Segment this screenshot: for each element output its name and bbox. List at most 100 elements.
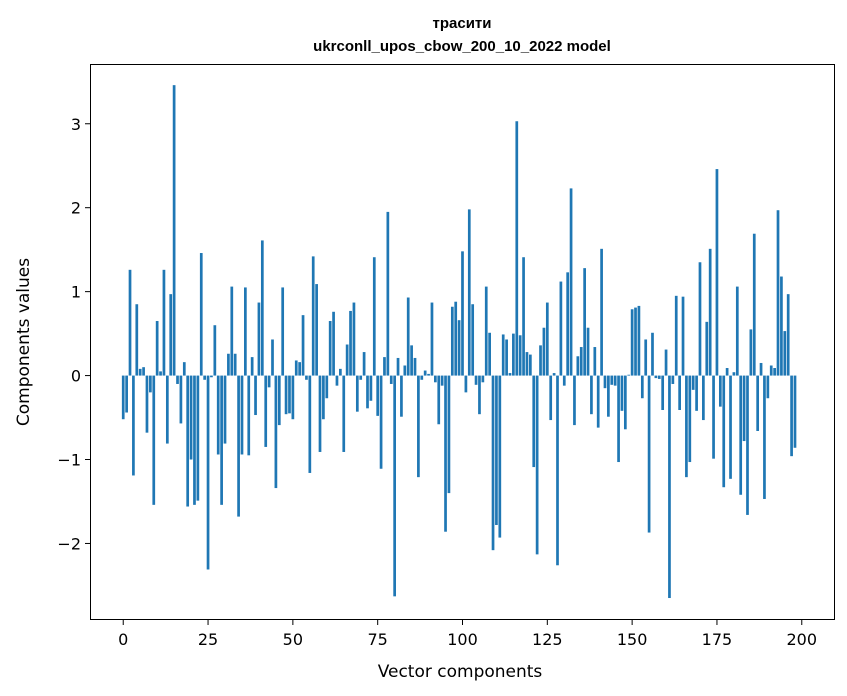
bar-117 <box>518 335 522 376</box>
bar-172 <box>705 321 709 376</box>
bar-112 <box>501 334 505 376</box>
bar-46 <box>277 375 281 426</box>
bar-140 <box>596 375 600 428</box>
bar-180 <box>732 372 736 376</box>
chart-title: трасити <box>433 15 492 32</box>
bar-24 <box>203 375 207 380</box>
bar-138 <box>590 375 593 415</box>
bar-1 <box>125 375 128 413</box>
bar-128 <box>556 375 559 566</box>
bar-30 <box>223 375 227 444</box>
bar-86 <box>413 357 417 376</box>
bar-63 <box>335 375 339 386</box>
bar-43 <box>267 375 271 388</box>
bar-184 <box>746 375 749 515</box>
bar-104 <box>474 375 478 385</box>
bar-186 <box>752 233 756 376</box>
bar-136 <box>583 268 586 376</box>
y-tick-label: 0 <box>71 367 81 386</box>
bar-97 <box>450 306 454 376</box>
bar-74 <box>372 257 376 376</box>
y-axis-ticks: −2 −1 0 1 2 3 <box>57 115 91 553</box>
bar-14 <box>169 294 173 376</box>
bar-42 <box>264 375 268 447</box>
bar-25 <box>206 375 210 570</box>
bar-188 <box>759 362 763 376</box>
bar-145 <box>613 375 617 386</box>
bar-69 <box>355 375 359 412</box>
bar-103 <box>471 304 475 376</box>
bar-50 <box>291 375 295 420</box>
bar-65 <box>342 375 346 452</box>
bar-28 <box>216 375 220 455</box>
bar-124 <box>542 327 546 376</box>
bar-16 <box>176 375 179 384</box>
bar-167 <box>688 375 692 463</box>
bar-5 <box>138 368 142 376</box>
bar-126 <box>549 375 553 421</box>
bar-185 <box>749 329 753 376</box>
bar-177 <box>722 375 726 488</box>
bar-156 <box>651 332 654 376</box>
bar-122 <box>535 375 539 555</box>
bar-53 <box>301 315 305 376</box>
bar-192 <box>773 368 776 376</box>
bar-78 <box>386 211 390 376</box>
bar-71 <box>362 352 366 376</box>
bar-4 <box>135 304 139 376</box>
bar-83 <box>403 365 407 376</box>
bar-21 <box>193 375 196 505</box>
bar-198 <box>793 375 797 448</box>
bar-164 <box>678 375 681 410</box>
x-tick-label: 50 <box>283 630 303 649</box>
bar-95 <box>444 375 447 532</box>
bar-72 <box>366 375 369 409</box>
bar-168 <box>691 375 695 390</box>
bar-45 <box>274 375 278 489</box>
bar-111 <box>498 375 502 538</box>
bar-155 <box>647 375 651 533</box>
x-tick-label: 200 <box>786 630 817 649</box>
bar-131 <box>566 272 570 376</box>
bar-20 <box>189 375 193 460</box>
bar-195 <box>783 331 787 376</box>
bar-2 <box>128 269 132 376</box>
bar-91 <box>430 302 434 376</box>
bar-66 <box>345 344 349 376</box>
bar-8 <box>149 375 152 393</box>
bar-89 <box>423 370 427 376</box>
bar-109 <box>491 375 495 551</box>
bar-187 <box>756 375 760 431</box>
bar-17 <box>179 375 183 424</box>
bar-82 <box>400 375 403 417</box>
bar-60 <box>325 375 329 399</box>
bar-148 <box>623 375 627 430</box>
bar-106 <box>481 375 485 383</box>
bar-158 <box>657 375 661 379</box>
bar-68 <box>352 302 356 376</box>
x-axis-ticks: 0 25 50 75 100 125 150 175 200 <box>118 619 817 649</box>
bar-123 <box>539 345 542 376</box>
bar-165 <box>681 296 685 376</box>
bar-151 <box>634 307 637 376</box>
x-tick-label: 25 <box>198 630 218 649</box>
bar-169 <box>695 375 698 411</box>
bar-64 <box>339 368 342 376</box>
bar-137 <box>586 327 590 376</box>
x-axis-label: Vector components <box>378 662 543 682</box>
bar-27 <box>213 325 217 376</box>
x-tick-label: 125 <box>532 630 563 649</box>
bar-75 <box>376 375 380 416</box>
bar-119 <box>525 352 529 376</box>
bar-183 <box>742 375 746 442</box>
bar-56 <box>311 256 315 376</box>
bar-175 <box>715 169 719 376</box>
bar-41 <box>260 240 264 376</box>
bar-57 <box>315 284 318 376</box>
bar-48 <box>284 375 288 415</box>
bar-116 <box>515 121 519 376</box>
bar-171 <box>702 375 705 421</box>
bar-13 <box>165 375 169 444</box>
bar-191 <box>769 365 773 376</box>
